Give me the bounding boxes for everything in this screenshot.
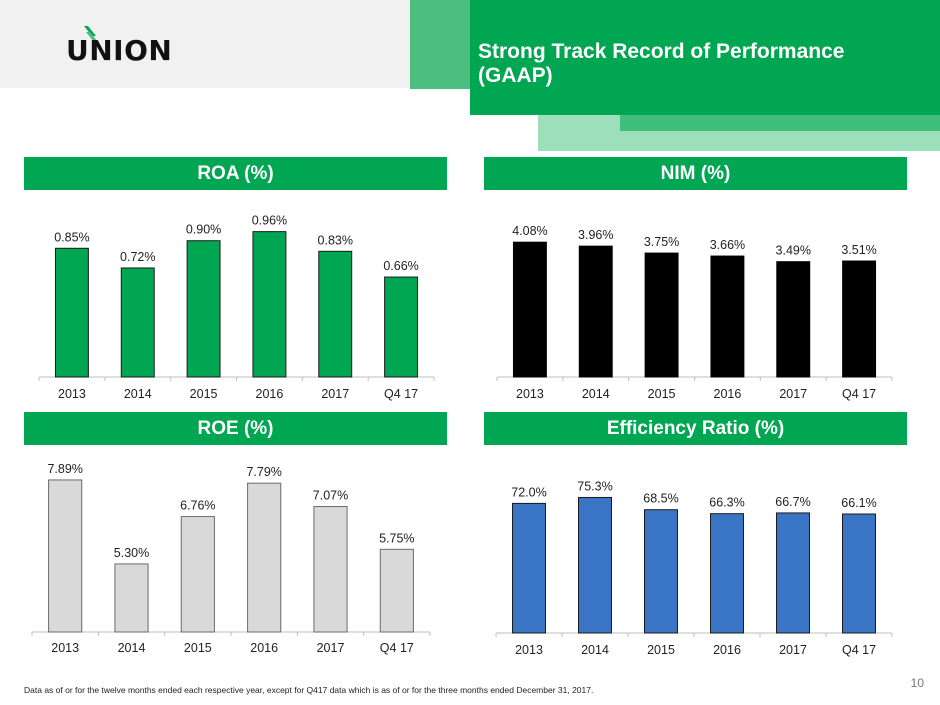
efficiency-bar [644, 509, 678, 634]
footnote: Data as of or for the twelve months ende… [24, 685, 594, 695]
efficiency-category-label: 2015 [647, 643, 675, 657]
roe-category-label: 2013 [51, 641, 79, 655]
nim-bar [512, 241, 547, 378]
roe-category-label: 2014 [118, 641, 146, 655]
efficiency-category-label: Q4 17 [842, 643, 876, 657]
roe-data-label: 5.30% [114, 546, 149, 560]
nim-bar [776, 261, 811, 378]
roe-data-label: 5.75% [379, 531, 414, 545]
efficiency-category-label: 2016 [713, 643, 741, 657]
roe-panel-header: ROE (%) [24, 412, 447, 445]
roe-category-label: 2017 [317, 641, 345, 655]
efficiency-data-label: 66.7% [775, 495, 810, 509]
nim-category-label: 2016 [714, 387, 742, 401]
roa-category-label: 2014 [124, 387, 152, 401]
title-block: Strong Track Record of Performance (GAAP… [470, 0, 940, 115]
roa-bar [318, 250, 353, 378]
roa-data-label: 0.66% [383, 259, 418, 273]
roe-bar [379, 548, 414, 633]
nim-data-label: 3.51% [841, 243, 876, 257]
roa-data-label: 0.85% [54, 230, 89, 244]
roe-bar [247, 482, 282, 633]
roa-bar [384, 276, 419, 378]
efficiency-bar [842, 513, 876, 634]
efficiency-bar [710, 513, 744, 634]
efficiency-data-label: 72.0% [511, 485, 546, 499]
roa-category-label: 2013 [58, 387, 86, 401]
roe-data-label: 6.76% [180, 499, 215, 513]
union-logo: UNION [66, 26, 172, 67]
nim-data-label: 3.66% [710, 238, 745, 252]
roa-data-label: 0.90% [186, 223, 221, 237]
decorative-block [620, 115, 940, 131]
nim-bar [644, 252, 679, 378]
nim-data-label: 3.49% [776, 244, 811, 258]
roe-bar [48, 479, 83, 633]
nim-data-label: 4.08% [512, 224, 547, 238]
nim-bar [710, 255, 745, 378]
roa-panel-header: ROA (%) [24, 157, 447, 190]
efficiency-bar [578, 496, 612, 634]
nim-bar [578, 245, 613, 378]
roa-category-label: 2016 [256, 387, 284, 401]
page-title-line-2: (GAAP) [478, 64, 553, 87]
efficiency-bar [512, 502, 546, 634]
roe-category-label: 2016 [250, 641, 278, 655]
nim-category-label: 2013 [516, 387, 544, 401]
roe-data-label: 7.07% [313, 489, 348, 503]
nim-category-label: 2015 [648, 387, 676, 401]
efficiency-data-label: 68.5% [643, 492, 678, 506]
page-number: 10 [910, 676, 924, 690]
decorative-block [410, 0, 472, 89]
roe-bar [180, 516, 215, 633]
efficiency-category-label: 2017 [779, 643, 807, 657]
nim-bar [842, 260, 877, 378]
roa-category-label: Q4 17 [384, 387, 418, 401]
nim-category-label: 2014 [582, 387, 610, 401]
roa-data-label: 0.72% [120, 250, 155, 264]
header-band [0, 0, 410, 88]
roe-data-label: 7.79% [246, 465, 281, 479]
roe-bar [114, 563, 149, 633]
efficiency-data-label: 66.1% [841, 496, 876, 510]
roa-bar [252, 231, 287, 378]
roa-bar [186, 240, 221, 378]
nim-panel-header: NIM (%) [484, 157, 907, 190]
nim-category-label: 2017 [779, 387, 807, 401]
roa-bar [54, 247, 89, 378]
page-title-line-1: Strong Track Record of Performance [478, 40, 845, 63]
efficiency-category-label: 2014 [581, 643, 609, 657]
logo-text: UNION [66, 34, 173, 67]
roa-category-label: 2015 [190, 387, 218, 401]
page-title: Strong Track Record of Performance (GAAP… [478, 40, 930, 88]
roa-bar [120, 267, 155, 378]
roe-category-label: Q4 17 [380, 641, 414, 655]
efficiency-category-label: 2013 [515, 643, 543, 657]
roa-data-label: 0.83% [318, 233, 353, 247]
nim-category-label: Q4 17 [842, 387, 876, 401]
roa-data-label: 0.96% [252, 214, 287, 228]
roe-bar [313, 506, 348, 633]
leaf-icon [84, 26, 98, 42]
roe-category-label: 2015 [184, 641, 212, 655]
nim-data-label: 3.96% [578, 228, 613, 242]
efficiency-data-label: 66.3% [709, 496, 744, 510]
nim-data-label: 3.75% [644, 235, 679, 249]
efficiency-data-label: 75.3% [577, 479, 612, 493]
efficiency-panel-header: Efficiency Ratio (%) [484, 412, 907, 445]
efficiency-bar [776, 512, 810, 634]
roa-category-label: 2017 [321, 387, 349, 401]
roe-data-label: 7.89% [47, 462, 82, 476]
